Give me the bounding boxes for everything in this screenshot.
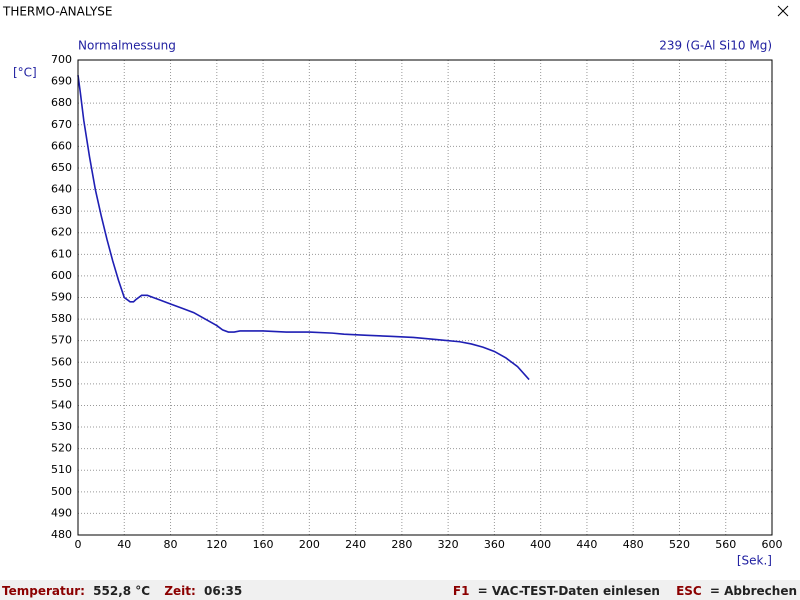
- y-tick-label: 480: [51, 528, 72, 541]
- x-tick-label: 360: [484, 538, 505, 551]
- hint-line: F1 = VAC-TEST-Daten einlesen ESC = Abbre…: [453, 584, 797, 598]
- y-tick-label: 550: [51, 377, 72, 390]
- y-tick-label: 690: [51, 75, 72, 88]
- y-tick-label: 610: [51, 247, 72, 260]
- y-tick-label: 520: [51, 442, 72, 455]
- y-tick-label: 620: [51, 226, 72, 239]
- status-line: Temperatur: 552,8 °C Zeit: 06:35: [2, 584, 242, 598]
- x-tick-label: 40: [117, 538, 131, 551]
- x-tick-label: 160: [253, 538, 274, 551]
- y-tick-label: 680: [51, 96, 72, 109]
- plot-area: [78, 60, 772, 535]
- close-button[interactable]: [777, 5, 789, 17]
- y-tick-label: 650: [51, 161, 72, 174]
- temperature-curve: [77, 75, 530, 381]
- x-tick-label: 120: [206, 538, 227, 551]
- temperature-value: 552,8 °C: [93, 584, 150, 598]
- x-axis-label: [Sek.]: [737, 554, 772, 568]
- status-bar: [0, 580, 800, 600]
- load-text: = VAC-TEST-Daten einlesen: [478, 584, 660, 598]
- x-tick-label: 440: [576, 538, 597, 551]
- x-tick-label: 320: [438, 538, 459, 551]
- x-tick-label: 0: [75, 538, 82, 551]
- y-tick-label: 540: [51, 398, 72, 411]
- x-tick-label: 520: [669, 538, 690, 551]
- y-tick-label: 580: [51, 312, 72, 325]
- abort-key[interactable]: ESC: [676, 584, 702, 598]
- y-tick-label: 490: [51, 506, 72, 519]
- y-tick-label: 600: [51, 269, 72, 282]
- temperature-label: Temperatur:: [2, 584, 85, 598]
- x-tick-label: 240: [345, 538, 366, 551]
- y-tick-label: 500: [51, 485, 72, 498]
- annotation: 239 (G-Al Si10 Mg): [659, 39, 772, 53]
- y-tick-label: 510: [51, 463, 72, 476]
- x-tick-label: 600: [762, 538, 783, 551]
- x-tick-label: 200: [299, 538, 320, 551]
- y-tick-label: 570: [51, 334, 72, 347]
- abort-text: = Abbrechen: [710, 584, 797, 598]
- load-key[interactable]: F1: [453, 584, 470, 598]
- window-title: THERMO-ANALYSE: [2, 5, 113, 19]
- subtitle: Normalmessung: [78, 39, 176, 53]
- time-value: 06:35: [204, 584, 242, 598]
- y-tick-label: 630: [51, 204, 72, 217]
- x-tick-label: 480: [623, 538, 644, 551]
- plot-border: [77, 59, 773, 536]
- y-axis-label: [°C]: [13, 66, 37, 80]
- close-icon[interactable]: [777, 5, 789, 17]
- y-tick-label: 530: [51, 420, 72, 433]
- x-tick-label: 560: [715, 538, 736, 551]
- x-tick-label: 400: [530, 538, 551, 551]
- y-tick-label: 670: [51, 118, 72, 131]
- y-tick-label: 640: [51, 183, 72, 196]
- y-tick-label: 660: [51, 139, 72, 152]
- y-tick-label: 700: [51, 53, 72, 66]
- time-label: Zeit:: [164, 584, 196, 598]
- x-tick-label: 280: [391, 538, 412, 551]
- x-tick-label: 80: [164, 538, 178, 551]
- y-tick-label: 560: [51, 355, 72, 368]
- y-tick-label: 590: [51, 291, 72, 304]
- title-bar: [0, 0, 800, 24]
